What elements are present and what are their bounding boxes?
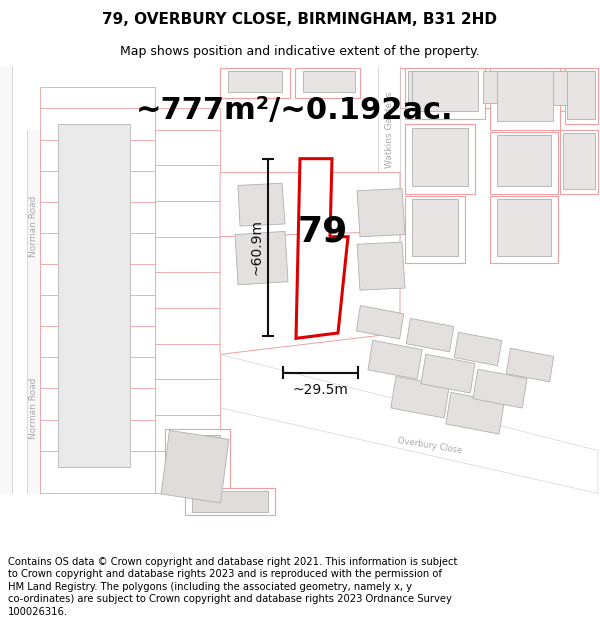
- Polygon shape: [165, 429, 230, 493]
- Polygon shape: [296, 159, 348, 338]
- Text: Norman Road: Norman Road: [29, 377, 37, 439]
- Polygon shape: [506, 348, 554, 382]
- Polygon shape: [408, 71, 462, 103]
- Polygon shape: [220, 68, 290, 98]
- Polygon shape: [497, 71, 553, 121]
- Text: Contains OS data © Crown copyright and database right 2021. This information is : Contains OS data © Crown copyright and d…: [8, 557, 457, 567]
- Polygon shape: [475, 68, 540, 108]
- Text: co-ordinates) are subject to Crown copyright and database rights 2023 Ordnance S: co-ordinates) are subject to Crown copyr…: [8, 594, 452, 604]
- Polygon shape: [40, 87, 155, 493]
- Polygon shape: [155, 108, 220, 493]
- Text: HM Land Registry. The polygons (including the associated geometry, namely x, y: HM Land Registry. The polygons (includin…: [8, 582, 412, 592]
- Polygon shape: [567, 71, 595, 119]
- Polygon shape: [58, 124, 130, 467]
- Polygon shape: [483, 71, 532, 103]
- Polygon shape: [295, 68, 360, 98]
- Polygon shape: [490, 68, 560, 130]
- Polygon shape: [170, 434, 220, 488]
- Polygon shape: [497, 199, 551, 256]
- Polygon shape: [490, 196, 558, 264]
- Text: ~60.9m: ~60.9m: [249, 219, 263, 276]
- Text: ~29.5m: ~29.5m: [293, 382, 349, 397]
- Polygon shape: [368, 341, 422, 379]
- Polygon shape: [563, 133, 595, 189]
- Polygon shape: [161, 431, 229, 503]
- Polygon shape: [473, 369, 527, 408]
- Polygon shape: [238, 183, 285, 226]
- Polygon shape: [400, 68, 470, 108]
- Polygon shape: [405, 196, 465, 264]
- Polygon shape: [412, 199, 458, 256]
- Polygon shape: [228, 71, 282, 92]
- Polygon shape: [357, 189, 405, 237]
- Polygon shape: [454, 332, 502, 366]
- Polygon shape: [357, 242, 405, 290]
- Text: to Crown copyright and database rights 2023 and is reproduced with the permissio: to Crown copyright and database rights 2…: [8, 569, 442, 579]
- Polygon shape: [421, 354, 475, 393]
- Polygon shape: [406, 318, 454, 352]
- Text: Map shows position and indicative extent of the property.: Map shows position and indicative extent…: [120, 45, 480, 58]
- Polygon shape: [356, 306, 404, 339]
- Polygon shape: [552, 71, 593, 105]
- Polygon shape: [220, 354, 598, 493]
- Polygon shape: [303, 71, 355, 92]
- Polygon shape: [560, 130, 598, 194]
- Polygon shape: [446, 392, 504, 434]
- Polygon shape: [391, 376, 449, 418]
- Polygon shape: [405, 124, 475, 194]
- Polygon shape: [565, 68, 598, 124]
- Polygon shape: [220, 173, 400, 354]
- Text: 100026316.: 100026316.: [8, 607, 68, 617]
- Polygon shape: [405, 68, 485, 119]
- Polygon shape: [185, 488, 275, 515]
- Polygon shape: [192, 491, 268, 512]
- Polygon shape: [497, 135, 551, 186]
- Polygon shape: [235, 231, 288, 285]
- Text: Watkins Gardens: Watkins Gardens: [385, 92, 394, 168]
- Text: 79: 79: [298, 214, 348, 248]
- Polygon shape: [412, 71, 478, 111]
- Polygon shape: [490, 132, 558, 194]
- Text: ~777m²/~0.192ac.: ~777m²/~0.192ac.: [136, 96, 454, 125]
- Text: Overbury Close: Overbury Close: [397, 436, 463, 455]
- Polygon shape: [545, 68, 598, 111]
- Text: 79, OVERBURY CLOSE, BIRMINGHAM, B31 2HD: 79, OVERBURY CLOSE, BIRMINGHAM, B31 2HD: [103, 12, 497, 27]
- Text: Norman Road: Norman Road: [29, 196, 37, 257]
- Polygon shape: [412, 127, 468, 186]
